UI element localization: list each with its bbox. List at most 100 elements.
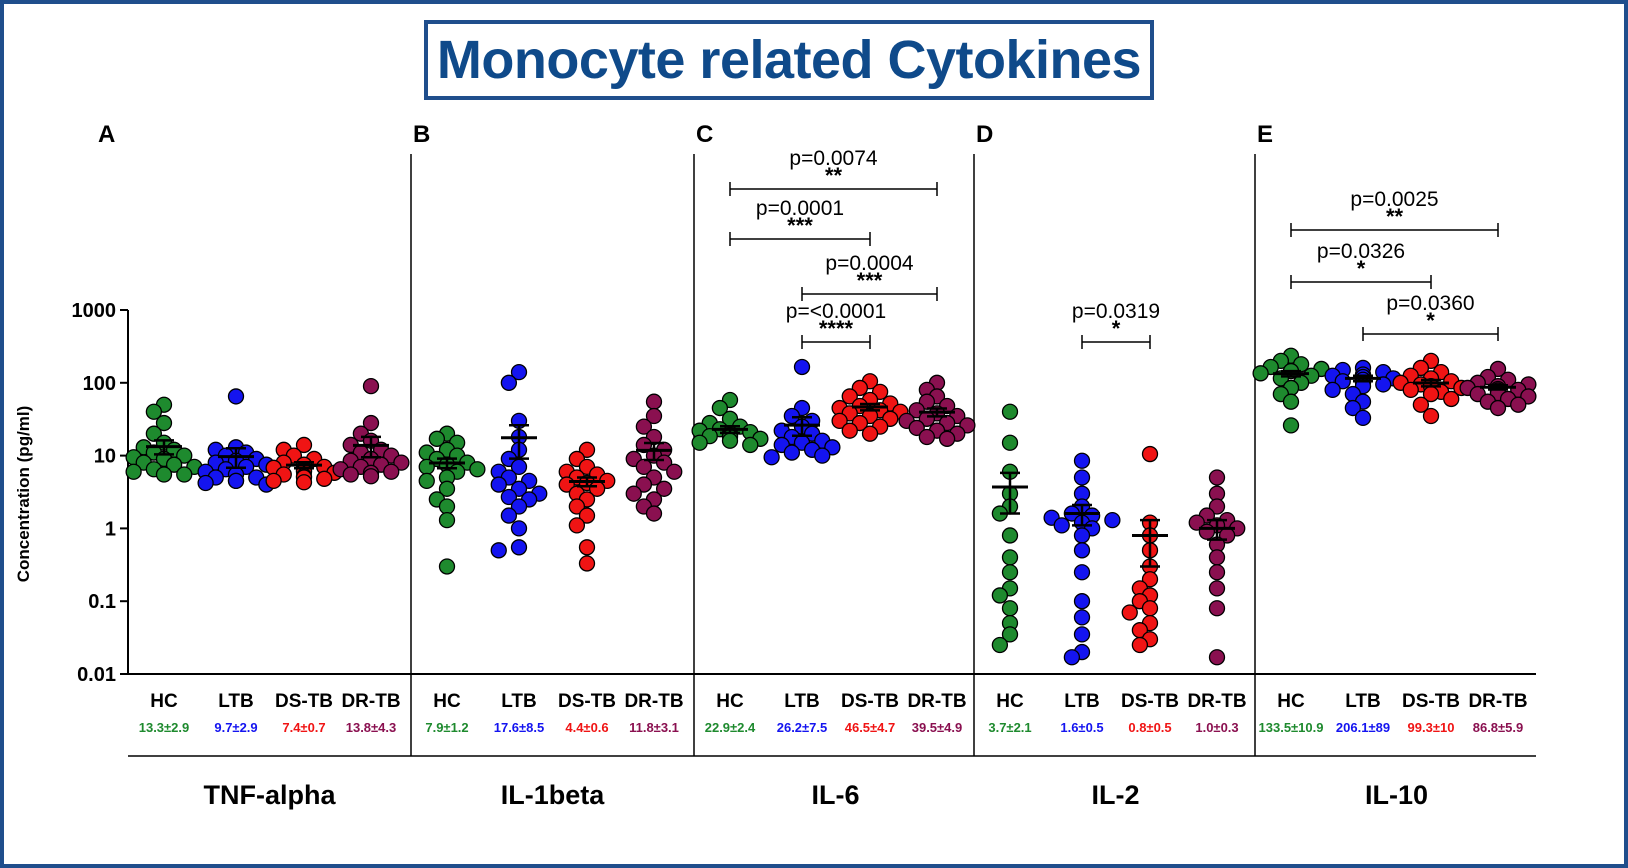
data-point bbox=[1073, 593, 1091, 610]
data-point bbox=[295, 474, 313, 491]
data-point bbox=[711, 399, 729, 417]
data-point bbox=[1208, 564, 1226, 581]
sig-stars: *** bbox=[787, 213, 813, 238]
data-point bbox=[1001, 527, 1019, 544]
cytokine-chart: 0.01 0.1 1 10 100 1000 Concentration (pg/ml) A T… bbox=[14, 121, 1537, 810]
group-stat: 17.6±8.5 bbox=[494, 720, 545, 735]
data-point bbox=[1252, 365, 1269, 382]
data-point bbox=[1324, 381, 1341, 399]
data-point bbox=[490, 476, 507, 493]
data-point bbox=[227, 388, 245, 405]
data-point bbox=[938, 430, 956, 447]
data-point bbox=[1198, 523, 1216, 540]
data-point bbox=[1443, 390, 1460, 408]
data-point bbox=[1412, 396, 1430, 413]
panel-letter: A bbox=[98, 121, 115, 148]
title-box: Monocyte related Cytokines bbox=[424, 20, 1154, 100]
data-point bbox=[1282, 393, 1300, 410]
cytokine-name: TNF-alpha bbox=[204, 780, 337, 810]
data-point bbox=[1073, 527, 1091, 544]
data-point bbox=[362, 414, 380, 432]
data-point bbox=[125, 463, 142, 480]
data-point bbox=[469, 461, 486, 478]
data-point bbox=[393, 454, 410, 471]
data-point bbox=[1282, 417, 1300, 434]
group-label: LTB bbox=[784, 691, 820, 712]
data-point bbox=[1053, 517, 1070, 534]
data-point bbox=[1001, 564, 1019, 581]
group-label: LTB bbox=[1064, 691, 1100, 712]
data-point bbox=[438, 511, 456, 529]
y-tick-label: 100 bbox=[83, 373, 116, 395]
data-point bbox=[1073, 609, 1091, 626]
data-point bbox=[1001, 549, 1019, 566]
data-point bbox=[1489, 399, 1507, 417]
data-point bbox=[1208, 600, 1226, 617]
data-point bbox=[145, 425, 163, 442]
group-label: HC bbox=[1277, 691, 1305, 712]
data-point bbox=[655, 480, 673, 497]
data-point bbox=[635, 476, 653, 493]
group-label: DS-TB bbox=[558, 691, 616, 712]
group-stat: 86.8±5.9 bbox=[1473, 720, 1524, 735]
group-label: HC bbox=[433, 691, 461, 712]
data-point bbox=[991, 587, 1009, 604]
data-point bbox=[841, 388, 858, 405]
data-point bbox=[814, 447, 831, 464]
data-point bbox=[500, 488, 518, 506]
sig-pvalue: p=<0.0001 bbox=[786, 300, 886, 323]
data-point bbox=[1510, 396, 1527, 413]
data-point bbox=[1208, 469, 1226, 486]
panel-letter: D bbox=[976, 121, 993, 148]
group-label: DS-TB bbox=[275, 691, 333, 712]
data-point bbox=[510, 539, 528, 556]
cytokine-name: IL-10 bbox=[1365, 780, 1428, 810]
data-point bbox=[991, 636, 1009, 654]
group-label: DR-TB bbox=[624, 691, 683, 712]
data-point bbox=[568, 517, 586, 534]
group-label: LTB bbox=[218, 691, 254, 712]
panel-letter: C bbox=[696, 121, 713, 148]
data-point bbox=[1354, 409, 1372, 427]
data-point bbox=[1073, 452, 1091, 469]
sig-stars: * bbox=[1357, 256, 1366, 281]
data-point bbox=[1104, 511, 1121, 529]
group-stat: 1.0±0.3 bbox=[1195, 720, 1238, 735]
data-point bbox=[362, 468, 380, 485]
group-label: DR-TB bbox=[341, 691, 400, 712]
data-point bbox=[265, 472, 282, 489]
data-point bbox=[645, 393, 663, 410]
group-label: DR-TB bbox=[1468, 691, 1527, 712]
data-point bbox=[176, 447, 193, 464]
data-point bbox=[383, 463, 400, 480]
data-point bbox=[1402, 381, 1419, 399]
data-point bbox=[721, 432, 739, 449]
data-point bbox=[645, 407, 663, 425]
data-point bbox=[763, 449, 780, 466]
group-label: DR-TB bbox=[1187, 691, 1246, 712]
data-point bbox=[1141, 600, 1159, 617]
group-stat: 1.6±0.5 bbox=[1060, 720, 1103, 735]
data-point bbox=[841, 422, 858, 439]
data-point bbox=[635, 458, 653, 476]
group-label: DR-TB bbox=[907, 691, 966, 712]
data-point bbox=[1073, 469, 1091, 486]
data-point bbox=[1001, 434, 1019, 451]
sig-pvalue: p=0.0001 bbox=[756, 197, 844, 220]
data-point bbox=[1141, 445, 1159, 463]
sig-pvalue: p=0.0360 bbox=[1386, 292, 1474, 315]
cytokine-name: IL-1beta bbox=[501, 780, 606, 810]
group-stat: 7.4±0.7 bbox=[282, 720, 325, 735]
data-point bbox=[1131, 636, 1149, 654]
data-point bbox=[861, 425, 879, 442]
data-point bbox=[568, 498, 586, 515]
group-label: DS-TB bbox=[841, 691, 899, 712]
group-label: HC bbox=[716, 691, 744, 712]
group-stat: 13.8±4.3 bbox=[346, 720, 397, 735]
group-label: LTB bbox=[1345, 691, 1381, 712]
data-point bbox=[578, 555, 596, 572]
cytokine-name: IL-2 bbox=[1091, 780, 1139, 810]
data-point bbox=[1375, 376, 1392, 393]
data-point bbox=[176, 466, 193, 483]
data-point bbox=[1188, 514, 1205, 531]
